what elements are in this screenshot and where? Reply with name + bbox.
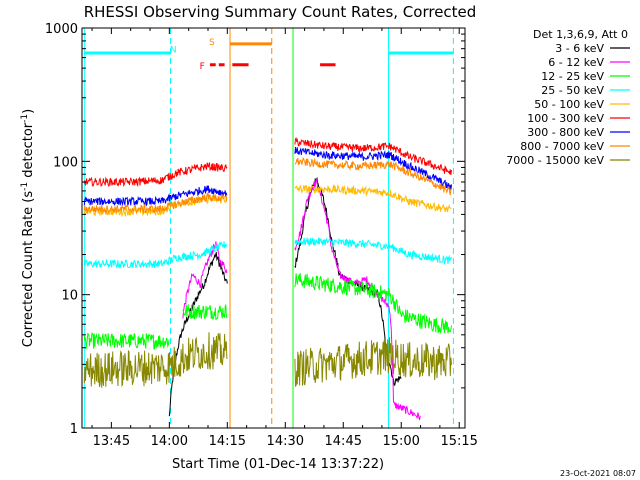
y-axis-label-main: Corrected Count Rate (s — [21, 191, 36, 348]
x-tick-label-1: 14:00 — [151, 434, 188, 449]
y-tick-label-0: 1 — [70, 422, 78, 437]
series-25-50-kev — [83, 236, 452, 269]
series-trace-2-0 — [83, 332, 170, 350]
x-tick-label-3: 14:30 — [267, 434, 304, 449]
y-axis-label-sup1: -1 — [20, 182, 30, 191]
legend-label-3: 25 - 50 keV — [541, 84, 604, 97]
chart-title: RHESSI Observing Summary Count Rates, Co… — [84, 3, 477, 21]
x-tick-label-0: 13:45 — [93, 434, 130, 449]
series-trace-6-1 — [294, 147, 452, 191]
series-trace-1-1 — [294, 178, 421, 421]
legend-label-1: 6 - 12 keV — [548, 56, 604, 69]
series-6-12-kev — [182, 178, 421, 421]
legend-label-2: 12 - 25 keV — [541, 70, 604, 83]
series-100-300-kev — [83, 136, 452, 188]
series-300-800-kev — [83, 147, 452, 207]
legend-label-0: 3 - 6 keV — [555, 42, 604, 55]
y-tick-label-1: 10 — [61, 289, 78, 304]
series-trace-2-1 — [182, 304, 228, 321]
legend-label-4: 50 - 100 keV — [534, 98, 604, 111]
x-tick-label-2: 14:15 — [209, 434, 246, 449]
y-axis-label-sup2: -1 — [20, 114, 30, 123]
series-trace-5-1 — [294, 136, 452, 175]
legend-label-7: 800 - 7000 keV — [520, 140, 604, 153]
footer-timestamp: 23-Oct-2021 08:07 — [560, 469, 636, 478]
series-trace-1-0 — [182, 241, 228, 319]
series-trace-8-0 — [83, 332, 228, 388]
series-800-7000-kev — [83, 157, 452, 215]
series-trace-3-0 — [83, 240, 227, 269]
y-tick-label-2: 100 — [53, 155, 78, 170]
legend-label-5: 100 - 300 keV — [527, 112, 604, 125]
series-trace-5-0 — [83, 162, 228, 188]
series-7000-15000-kev — [83, 332, 452, 388]
y-axis-label: Corrected Count Rate (s-1 detector-1) — [20, 109, 36, 347]
series-trace-4-1 — [294, 183, 452, 213]
series-trace-2-2 — [294, 272, 452, 335]
x-tick-label-5: 15:00 — [382, 434, 419, 449]
legend-title: Det 1,3,6,9, Att 0 — [533, 28, 628, 41]
y-axis-label-end: ) — [21, 109, 36, 114]
series-trace-7-0 — [83, 192, 228, 215]
series-trace-6-0 — [83, 185, 228, 207]
series-12-25-kev — [83, 272, 452, 350]
marker-f: F — [200, 62, 205, 72]
y-axis-label-mid: detector — [21, 122, 36, 182]
series-trace-7-1 — [294, 157, 452, 196]
x-tick-label-4: 14:45 — [325, 434, 362, 449]
series-trace-8-1 — [294, 337, 452, 388]
x-axis-label: Start Time (01-Dec-14 13:37:22) — [172, 457, 384, 472]
x-tick-label-6: 15:15 — [440, 434, 477, 449]
marker-n: N — [170, 46, 177, 56]
marker-s: S — [209, 38, 215, 48]
plot-frame — [81, 27, 466, 429]
legend-label-6: 300 - 800 keV — [527, 126, 604, 139]
y-tick-label-3: 1000 — [45, 22, 78, 37]
series-trace-3-1 — [294, 236, 452, 265]
legend-label-8: 7000 - 15000 keV — [506, 154, 604, 167]
series-trace-0-0 — [168, 252, 228, 417]
